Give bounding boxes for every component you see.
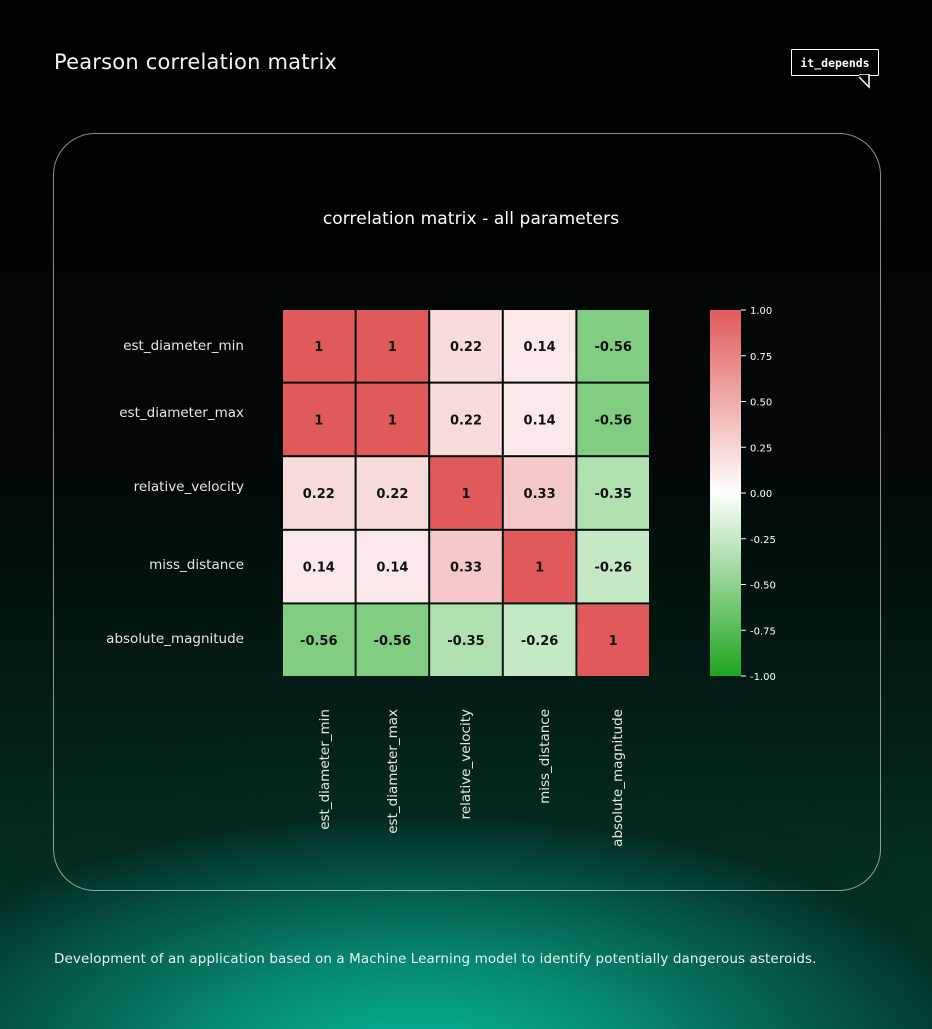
brand-logo: it_depends (791, 49, 879, 76)
chart-title: correlation matrix - all parameters (322, 209, 620, 229)
heatmap-cell (430, 310, 502, 382)
colorbar-tick-label: -1.00 (750, 672, 776, 683)
colorbar-tick-label: 0.50 (750, 398, 772, 409)
speech-bubble-tail-icon (858, 74, 870, 89)
heatmap-cell (356, 604, 429, 676)
cell-value-label: 0.33 (524, 487, 556, 502)
cell-value-label: -0.35 (594, 487, 631, 502)
column-label: miss_distance (537, 709, 553, 804)
cell-value-label: -0.26 (594, 561, 631, 576)
heatmap-cell (356, 310, 429, 382)
colorbar-tick-label: 0.25 (750, 443, 772, 454)
heatmap-cell (577, 457, 649, 529)
heatmap-cell (430, 383, 502, 456)
cell-value-label: 1 (535, 561, 544, 576)
heatmap-cell (503, 530, 576, 603)
heatmap-cell (503, 383, 576, 456)
heatmap-cell (283, 530, 355, 603)
heatmap-cell (577, 604, 649, 676)
heatmap-cell (577, 530, 649, 603)
chart-card (53, 133, 881, 891)
heatmap-cell (503, 604, 576, 676)
cell-value-label: 0.22 (376, 487, 408, 502)
column-label: est_diameter_min (317, 709, 333, 830)
cell-value-label: 1 (461, 487, 470, 502)
cell-value-label: 1 (314, 413, 323, 428)
row-label: relative_velocity (134, 479, 244, 495)
heatmap-cell (283, 604, 355, 676)
footer-description: Development of an application based on a… (54, 951, 817, 967)
heatmap-cell (577, 310, 649, 382)
cell-value-label: 0.14 (303, 561, 335, 576)
cell-value-label: -0.56 (594, 340, 631, 355)
cell-value-label: -0.26 (521, 634, 558, 649)
column-label: absolute_magnitude (610, 709, 626, 847)
colorbar (710, 310, 741, 676)
cell-value-label: 0.14 (376, 561, 408, 576)
cell-value-label: 1 (388, 413, 397, 428)
heatmap-cell (356, 530, 429, 603)
row-label: est_diameter_min (123, 338, 244, 354)
page-title: Pearson correlation matrix (54, 50, 338, 74)
heatmap-cell (503, 457, 576, 529)
cell-value-label: 0.14 (524, 413, 556, 428)
cell-value-label: 0.33 (450, 561, 482, 576)
colorbar-tick-label: 0.75 (750, 352, 772, 363)
cell-value-label: 0.22 (450, 413, 482, 428)
colorbar-tick-label: -0.25 (750, 535, 776, 546)
heatmap-cell (356, 383, 429, 456)
heatmap-cell (283, 383, 355, 456)
heatmap-cell (430, 530, 502, 603)
cell-value-label: -0.56 (300, 634, 337, 649)
heatmap-cell (283, 457, 355, 529)
cell-value-label: 1 (388, 340, 397, 355)
heatmap-cell (430, 457, 502, 529)
cell-value-label: 0.22 (450, 340, 482, 355)
colorbar-tick-label: 0.00 (750, 489, 772, 500)
cell-value-label: -0.35 (447, 634, 484, 649)
colorbar-tick-label: -0.75 (750, 626, 776, 637)
colorbar-tick-label: 1.00 (750, 306, 772, 317)
heatmap-cell (503, 310, 576, 382)
heatmap-cell (283, 310, 355, 382)
heatmap-cell (430, 604, 502, 676)
cell-value-label: -0.56 (594, 413, 631, 428)
heatmap-cell (356, 457, 429, 529)
row-label: miss_distance (149, 557, 244, 573)
cell-value-label: 0.14 (524, 340, 556, 355)
heatmap-cell (577, 383, 649, 456)
cell-value-label: 1 (609, 634, 618, 649)
column-label: est_diameter_max (385, 709, 401, 834)
colorbar-tick-label: -0.50 (750, 581, 776, 592)
cell-value-label: 0.22 (303, 487, 335, 502)
cell-value-label: -0.56 (374, 634, 411, 649)
cell-value-label: 1 (314, 340, 323, 355)
row-label: est_diameter_max (119, 405, 244, 421)
row-label: absolute_magnitude (106, 631, 244, 647)
column-label: relative_velocity (458, 709, 474, 819)
